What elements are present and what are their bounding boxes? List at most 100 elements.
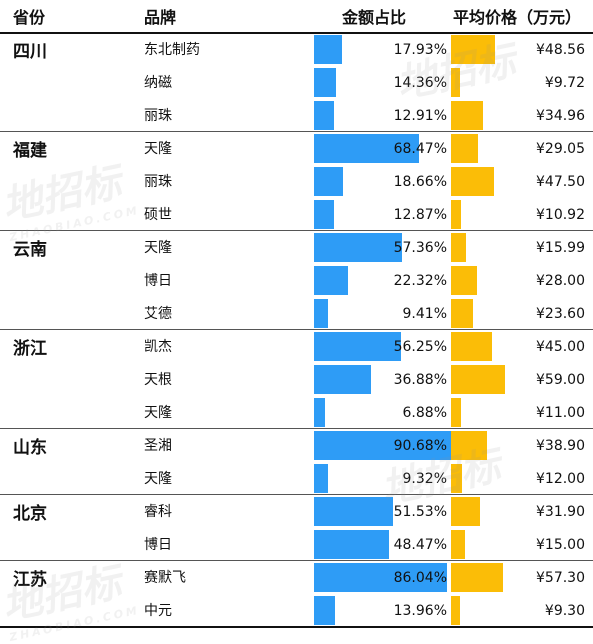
row-divider <box>0 428 593 429</box>
share-bar <box>314 464 328 493</box>
brand-label: 圣湘 <box>144 438 172 454</box>
share-bar <box>314 596 335 625</box>
share-bar <box>314 563 447 592</box>
share-value: 13.96% <box>393 603 447 619</box>
price-bar <box>451 530 465 559</box>
row-divider <box>0 560 593 561</box>
share-value: 9.32% <box>402 471 447 487</box>
brand-label: 天隆 <box>144 471 172 487</box>
brand-label: 天隆 <box>144 405 172 421</box>
share-value: 6.88% <box>402 405 447 421</box>
brand-label: 天根 <box>144 372 172 388</box>
price-bar <box>451 497 480 526</box>
price-value: ¥28.00 <box>536 273 585 289</box>
brand-label: 睿科 <box>144 504 172 520</box>
price-bar <box>451 563 503 592</box>
price-bar <box>451 431 487 460</box>
brand-label: 艾德 <box>144 306 172 322</box>
price-value: ¥59.00 <box>536 372 585 388</box>
row-divider <box>0 32 593 34</box>
row-divider <box>0 329 593 330</box>
row-divider <box>0 131 593 132</box>
header-price: 平均价格（万元） <box>453 8 582 27</box>
row-divider <box>0 494 593 495</box>
price-bar <box>451 398 461 427</box>
brand-label: 丽珠 <box>144 174 172 190</box>
share-value: 57.36% <box>393 240 447 256</box>
header-brand: 品牌 <box>144 8 177 27</box>
share-value: 12.87% <box>393 207 447 223</box>
share-value: 86.04% <box>393 570 447 586</box>
price-bar <box>451 464 462 493</box>
price-value: ¥15.00 <box>536 537 585 553</box>
brand-label: 天隆 <box>144 141 172 157</box>
share-bar <box>314 398 325 427</box>
share-bar <box>314 266 348 295</box>
price-value: ¥34.96 <box>536 108 585 124</box>
share-value: 12.91% <box>393 108 447 124</box>
price-bar <box>451 35 495 64</box>
share-value: 48.47% <box>393 537 447 553</box>
share-value: 22.32% <box>393 273 447 289</box>
brand-label: 博日 <box>144 537 172 553</box>
price-bar <box>451 332 492 361</box>
price-value: ¥57.30 <box>536 570 585 586</box>
price-bar <box>451 299 473 328</box>
share-value: 51.53% <box>393 504 447 520</box>
price-value: ¥10.92 <box>536 207 585 223</box>
price-value: ¥23.60 <box>536 306 585 322</box>
share-value: 56.25% <box>393 339 447 355</box>
price-value: ¥11.00 <box>536 405 585 421</box>
price-bar <box>451 365 505 394</box>
price-value: ¥29.05 <box>536 141 585 157</box>
brand-label: 东北制药 <box>144 42 200 58</box>
share-bar <box>314 167 343 196</box>
share-bar <box>314 431 454 460</box>
share-bar <box>314 134 419 163</box>
province-label: 浙江 <box>13 339 47 359</box>
share-bar <box>314 497 393 526</box>
share-bar <box>314 299 328 328</box>
share-value: 90.68% <box>393 438 447 454</box>
row-divider <box>0 230 593 231</box>
price-bar <box>451 596 460 625</box>
price-bar <box>451 233 466 262</box>
brand-label: 博日 <box>144 273 172 289</box>
share-value: 9.41% <box>402 306 447 322</box>
row-divider <box>0 626 593 628</box>
price-value: ¥12.00 <box>536 471 585 487</box>
province-label: 北京 <box>13 504 47 524</box>
share-value: 36.88% <box>393 372 447 388</box>
share-bar <box>314 530 389 559</box>
price-value: ¥31.90 <box>536 504 585 520</box>
brand-label: 中元 <box>144 603 172 619</box>
brand-label: 纳磁 <box>144 75 172 91</box>
share-bar <box>314 35 342 64</box>
share-value: 18.66% <box>393 174 447 190</box>
header-share: 金额占比 <box>342 8 407 27</box>
price-value: ¥9.72 <box>544 75 585 91</box>
watermark-logo: 地招标 ZHAOBIAO.COM <box>0 559 141 644</box>
province-label: 山东 <box>13 438 47 458</box>
price-bar <box>451 134 478 163</box>
price-value: ¥45.00 <box>536 339 585 355</box>
brand-label: 天隆 <box>144 240 172 256</box>
share-value: 14.36% <box>393 75 447 91</box>
province-label: 四川 <box>13 42 47 62</box>
share-bar <box>314 332 401 361</box>
share-value: 68.47% <box>393 141 447 157</box>
price-bar <box>451 101 483 130</box>
header-province: 省份 <box>13 8 46 27</box>
price-bar <box>451 200 461 229</box>
share-bar <box>314 101 334 130</box>
share-value: 17.93% <box>393 42 447 58</box>
price-bar <box>451 68 460 97</box>
province-label: 江苏 <box>13 570 47 590</box>
price-value: ¥9.30 <box>544 603 585 619</box>
province-label: 福建 <box>13 141 47 161</box>
province-label: 云南 <box>13 240 47 260</box>
brand-label: 赛默飞 <box>144 570 186 586</box>
price-value: ¥15.99 <box>536 240 585 256</box>
price-value: ¥47.50 <box>536 174 585 190</box>
brand-label: 硕世 <box>144 207 172 223</box>
